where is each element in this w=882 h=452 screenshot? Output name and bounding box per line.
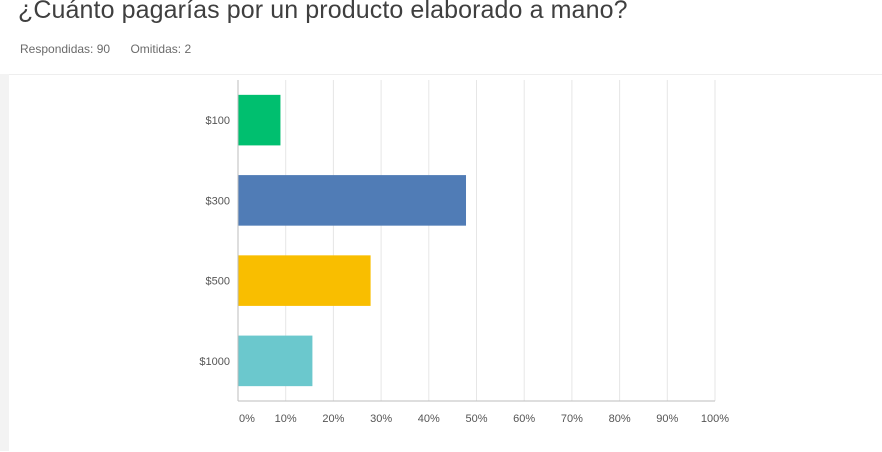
x-tick-label: 30% [370, 413, 392, 425]
x-tick-label: 90% [656, 413, 678, 425]
category-label: $100 [206, 115, 230, 127]
skipped-label: Omitidas: [130, 42, 182, 56]
axes [237, 80, 715, 402]
response-stats: Respondidas: 90 Omitidas: 2 [20, 42, 208, 56]
answered-label: Respondidas: [20, 42, 94, 56]
bar [238, 335, 313, 387]
chart-panel [0, 74, 882, 452]
category-label: $1000 [199, 356, 230, 368]
x-tick-label: 50% [465, 413, 487, 425]
skipped-stat: Omitidas: 2 [130, 42, 191, 56]
answered-stat: Respondidas: 90 [20, 42, 110, 56]
x-tick-label: 40% [418, 413, 440, 425]
skipped-count: 2 [184, 42, 192, 56]
category-label: $300 [206, 195, 230, 207]
answered-count: 90 [96, 42, 111, 56]
x-tick-label: 60% [513, 413, 535, 425]
gridlines [285, 80, 716, 401]
x-tick-label: 10% [275, 413, 297, 425]
chart-panel-edge [0, 74, 9, 451]
x-tick-label: 70% [561, 413, 583, 425]
bar [238, 94, 281, 146]
bar [238, 175, 467, 226]
category-label: $500 [206, 276, 230, 288]
bars [238, 94, 467, 387]
x-tick-label: 20% [322, 413, 344, 425]
question-title: ¿Cuánto pagarías por un producto elabora… [18, 0, 628, 24]
x-tick-label: 0% [239, 413, 255, 425]
category-labels: $100 $300 $500 $1000 [199, 115, 230, 368]
x-tick-label: 100% [701, 413, 729, 425]
x-tick-label: 80% [609, 413, 631, 425]
bar [238, 255, 371, 306]
tick-labels: 0% 10% 20% 30% 40% 50% 60% 70% 80% 90% 100% [239, 413, 729, 425]
